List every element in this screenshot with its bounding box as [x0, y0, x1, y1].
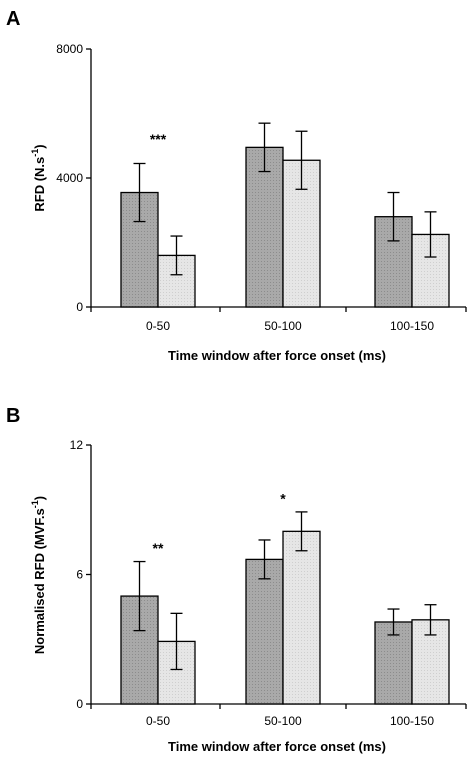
x-tick-label: 0-50 [146, 714, 170, 728]
x-axis-title-a: Time window after force onset (ms) [168, 348, 386, 363]
y-tick-label: 8000 [56, 42, 83, 56]
y-axis-title-a: RFD (N.s-1) [30, 144, 47, 211]
significance-label: * [280, 490, 286, 506]
x-tick-label: 0-50 [146, 319, 170, 333]
panel-letter-b: B [6, 405, 20, 427]
panel-a: A RFD (N.s-1) 0 4000 8000 0-50 50-100 100-150… [6, 8, 467, 363]
x-tick-label: 50-100 [264, 319, 302, 333]
x-tick-label: 100-150 [390, 319, 434, 333]
bar-dark-1 [245, 558, 284, 705]
x-tick-label: 50-100 [264, 714, 302, 728]
x-tick-label: 100-150 [390, 714, 434, 728]
panel-b: B Normalised RFD (MVF.s-1) 0 6 12 0-50 50-10… [6, 405, 467, 754]
significance-label: ** [153, 540, 164, 556]
panel-letter-a: A [6, 8, 20, 30]
x-axis-title-b: Time window after force onset (ms) [168, 739, 386, 754]
bars-a: *** [120, 122, 450, 308]
significance-label: *** [150, 131, 167, 147]
y-tick-label: 0 [76, 697, 83, 711]
y-tick-label: 0 [76, 300, 83, 314]
y-tick-label: 6 [76, 568, 83, 582]
y-tick-label: 12 [70, 438, 84, 452]
y-tick-label: 4000 [56, 171, 83, 185]
bars-b: *** [120, 490, 450, 705]
y-axis-title-b: Normalised RFD (MVF.s-1) [30, 496, 47, 654]
bar-light-1 [282, 530, 321, 705]
